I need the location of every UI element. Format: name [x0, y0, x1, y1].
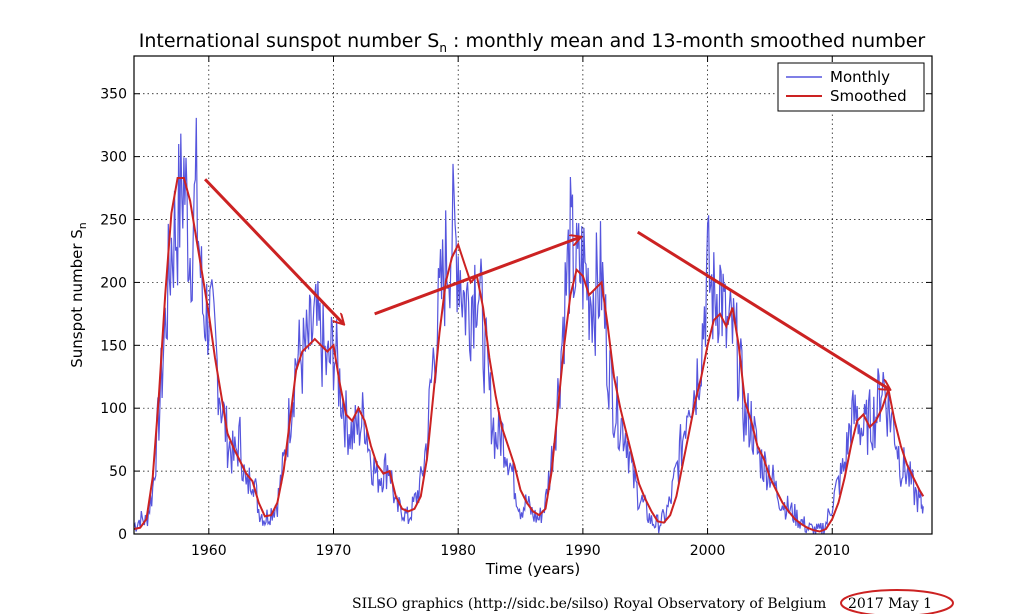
annotation-arrows: [203, 178, 890, 389]
annotation-arrow: [374, 237, 581, 316]
y-tick-label: 150: [100, 338, 127, 354]
x-axis-label: Time (years): [485, 560, 580, 578]
y-tick-label: 300: [100, 150, 127, 166]
footer-date: 2017 May 1: [848, 596, 932, 612]
plot-frame: [133, 55, 933, 535]
y-tick-label: 0: [118, 527, 127, 543]
x-tick-label: 1970: [316, 543, 352, 559]
y-tick-label: 200: [100, 275, 127, 291]
series-line-smoothed: [133, 177, 925, 533]
grid: [134, 56, 932, 535]
y-tick-label: 250: [100, 213, 127, 229]
y-axis-label: Sunspot number Sn: [68, 222, 89, 368]
annotation-arrow: [636, 230, 890, 389]
legend: Monthly Smoothed: [777, 62, 925, 112]
x-tick-label: 1990: [565, 543, 601, 559]
x-tick-label: 2000: [690, 543, 726, 559]
annotation-arrow: [203, 178, 343, 324]
x-tick-label: 2010: [814, 543, 850, 559]
y-tick-label: 350: [100, 87, 127, 103]
y-tick-label: 100: [100, 401, 127, 417]
x-tick-label: 1980: [440, 543, 476, 559]
tick-labels: 1960 1970 1980 1990 2000 2010 0 50 100 150 200 250 3…: [100, 56, 932, 559]
chart-title: International sunspot number Sn : monthl…: [139, 30, 926, 55]
x-tick-label: 1960: [191, 543, 227, 559]
legend-label-smoothed: Smoothed: [830, 87, 907, 105]
series-line-monthly: [133, 117, 924, 535]
y-tick-label: 50: [109, 464, 127, 480]
legend-label-monthly: Monthly: [830, 68, 890, 86]
series-layer: [133, 117, 925, 535]
legend-box: [777, 62, 925, 112]
footer-credit: SILSO graphics (http://sidc.be/silso) Ro…: [352, 596, 826, 612]
date-highlight-circle: [840, 589, 954, 614]
